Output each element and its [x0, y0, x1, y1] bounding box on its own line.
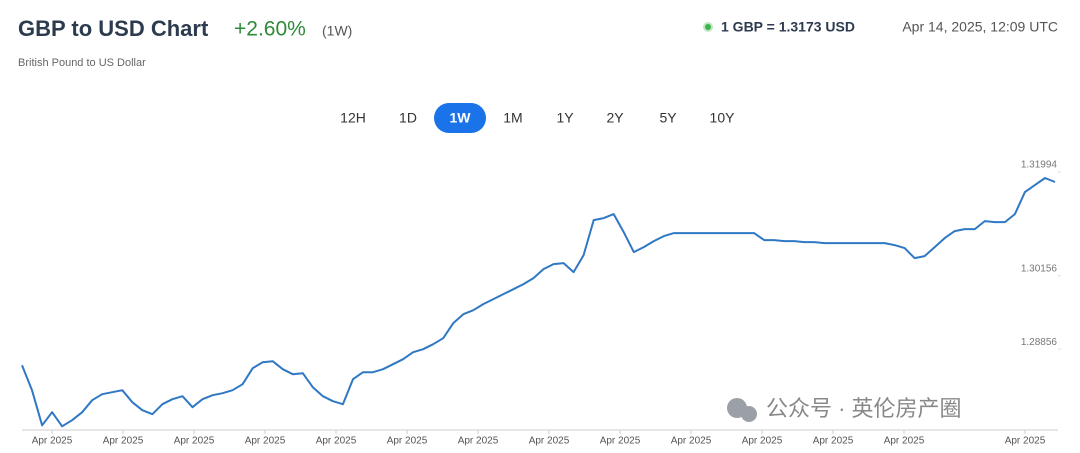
x-tick-label: Apr 2025: [458, 436, 499, 447]
tab[interactable]: 5Y: [659, 110, 677, 126]
tab[interactable]: 1W: [450, 110, 472, 126]
tab-active-bg[interactable]: [434, 103, 486, 133]
x-tick-label: Apr 2025: [174, 436, 215, 447]
x-tick-label: Apr 2025: [103, 436, 144, 447]
tab[interactable]: 1M: [503, 110, 522, 126]
x-tick-label: Apr 2025: [813, 436, 854, 447]
tab[interactable]: 12H: [340, 110, 366, 126]
tab[interactable]: 2Y: [606, 110, 624, 126]
title: GBP to USD Chart: [18, 16, 209, 41]
change: +2.60%: [234, 18, 306, 41]
period: (1W): [322, 23, 352, 39]
x-tick-label: Apr 2025: [316, 436, 357, 447]
x-tick-label: Apr 2025: [529, 436, 570, 447]
y-tick-label: 1.30156: [1021, 263, 1058, 274]
tab[interactable]: 10Y: [710, 110, 736, 126]
subtitle: British Pound to US Dollar: [18, 57, 146, 69]
y-tick-label: 1.31994: [1021, 160, 1058, 171]
tab[interactable]: 1Y: [556, 110, 574, 126]
timestamp: Apr 14, 2025, 12:09 UTC: [902, 19, 1058, 35]
y-tick-label: 1.28856: [1021, 337, 1058, 348]
status-dot: [705, 24, 711, 30]
watermark-icon: [741, 406, 757, 422]
price-line: [21, 177, 1056, 428]
x-tick-label: Apr 2025: [245, 436, 286, 447]
x-tick-label: Apr 2025: [884, 436, 925, 447]
x-tick-label: Apr 2025: [742, 436, 783, 447]
rate: 1 GBP = 1.3173 USD: [721, 19, 855, 35]
x-tick-label: Apr 2025: [387, 436, 428, 447]
x-tick-label: Apr 2025: [671, 436, 712, 447]
watermark-text: 公众号 · 英伦房产圈: [766, 396, 962, 421]
watermark: 公众号 · 英伦房产圈: [727, 396, 962, 422]
x-tick-label: Apr 2025: [1005, 436, 1046, 447]
x-tick-label: Apr 2025: [600, 436, 641, 447]
tab[interactable]: 1D: [399, 110, 417, 126]
x-tick-label: Apr 2025: [32, 436, 73, 447]
